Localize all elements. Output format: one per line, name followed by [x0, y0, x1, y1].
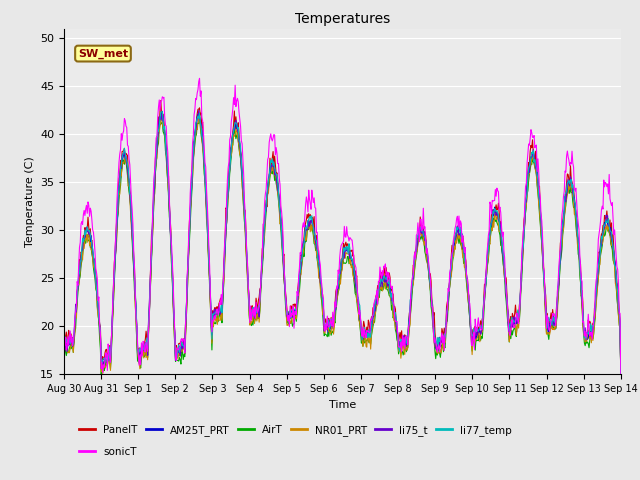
AM25T_PRT — [60, 344, 68, 349]
li75_t — [70, 332, 78, 337]
li75_t — [127, 216, 135, 222]
PanelT — [411, 250, 419, 255]
li75_t — [60, 349, 68, 355]
PanelT — [428, 278, 435, 284]
AM25T_PRT — [70, 339, 78, 345]
li75_t — [411, 255, 419, 261]
sonicT — [411, 250, 419, 255]
PanelT — [185, 238, 193, 244]
li75_t — [617, 372, 625, 377]
AM25T_PRT — [411, 259, 419, 265]
PanelT — [157, 97, 164, 103]
sonicT — [617, 372, 625, 377]
AirT — [428, 310, 436, 315]
Line: sonicT: sonicT — [64, 78, 621, 374]
NR01_PRT — [411, 263, 419, 268]
Legend: sonicT: sonicT — [75, 443, 141, 461]
Line: AirT: AirT — [64, 115, 621, 374]
li77_temp — [70, 329, 78, 335]
AirT — [617, 372, 625, 377]
sonicT — [70, 329, 78, 335]
Y-axis label: Temperature (C): Temperature (C) — [24, 156, 35, 247]
li77_temp — [185, 245, 193, 251]
Line: AM25T_PRT: AM25T_PRT — [64, 111, 621, 374]
AirT — [128, 237, 136, 243]
PanelT — [70, 337, 78, 343]
Line: PanelT: PanelT — [64, 100, 621, 374]
li77_temp — [127, 212, 135, 217]
AM25T_PRT — [127, 217, 135, 223]
PanelT — [617, 372, 625, 377]
Line: li77_temp: li77_temp — [64, 111, 621, 374]
AM25T_PRT — [428, 298, 435, 303]
Line: NR01_PRT: NR01_PRT — [64, 118, 621, 374]
AM25T_PRT — [185, 250, 193, 256]
AM25T_PRT — [214, 310, 222, 315]
PanelT — [60, 336, 68, 341]
AirT — [70, 333, 78, 338]
sonicT — [196, 75, 204, 81]
li75_t — [428, 293, 435, 299]
NR01_PRT — [60, 353, 68, 359]
NR01_PRT — [127, 225, 135, 231]
sonicT — [184, 263, 192, 268]
li77_temp — [159, 108, 166, 114]
AirT — [97, 372, 105, 377]
li75_t — [214, 309, 222, 314]
Title: Temperatures: Temperatures — [295, 12, 390, 26]
sonicT — [60, 343, 68, 348]
AM25T_PRT — [617, 372, 625, 377]
AirT — [412, 258, 419, 264]
NR01_PRT — [428, 290, 435, 296]
NR01_PRT — [214, 312, 222, 318]
AirT — [60, 348, 68, 354]
NR01_PRT — [617, 372, 625, 377]
li77_temp — [60, 343, 68, 349]
NR01_PRT — [184, 270, 192, 276]
PanelT — [214, 309, 222, 314]
AirT — [215, 315, 223, 321]
sonicT — [127, 196, 135, 202]
AirT — [196, 112, 204, 118]
sonicT — [214, 312, 222, 318]
PanelT — [127, 208, 135, 214]
NR01_PRT — [70, 337, 78, 343]
NR01_PRT — [195, 115, 203, 120]
li77_temp — [214, 309, 222, 315]
li75_t — [184, 264, 192, 270]
sonicT — [428, 288, 435, 293]
li77_temp — [617, 372, 625, 377]
Line: li75_t: li75_t — [64, 110, 621, 374]
li77_temp — [428, 290, 435, 296]
X-axis label: Time: Time — [329, 400, 356, 409]
li77_temp — [411, 254, 419, 260]
AirT — [185, 251, 193, 256]
AM25T_PRT — [159, 108, 166, 114]
li75_t — [195, 108, 203, 113]
Text: SW_met: SW_met — [78, 48, 128, 59]
